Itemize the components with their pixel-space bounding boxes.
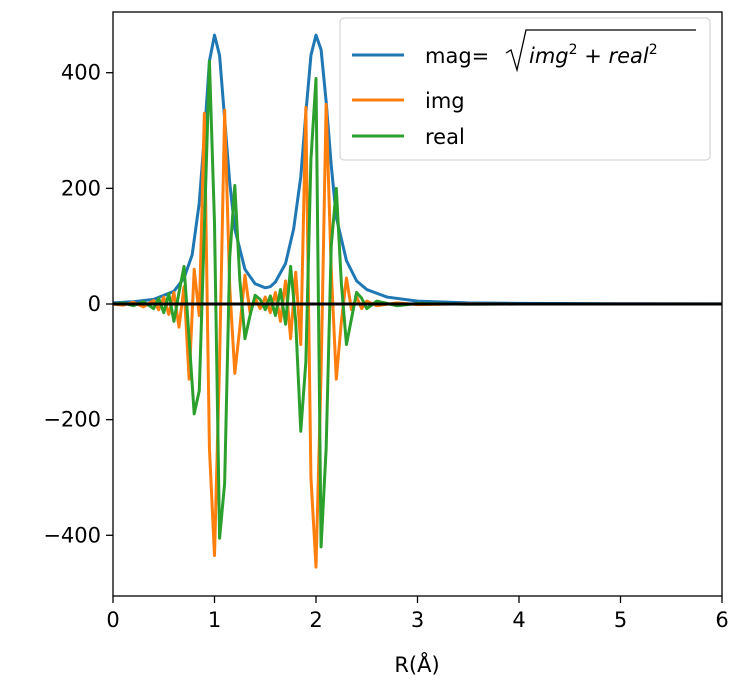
- x-tick-label: 6: [715, 608, 728, 632]
- x-tick-label: 3: [411, 608, 424, 632]
- y-tick-label: −200: [43, 408, 101, 432]
- legend-label-real: real: [425, 125, 465, 149]
- series-img-line: [113, 103, 722, 569]
- y-axis: −400 −200 0 200 400: [43, 61, 113, 547]
- legend: mag= img2 + real2 img real: [339, 17, 711, 161]
- x-tick-label: 0: [106, 608, 119, 632]
- series-mag-line: [113, 33, 722, 306]
- series-real-line: [113, 59, 722, 549]
- x-tick-label: 5: [614, 608, 627, 632]
- plot-area: [113, 33, 722, 569]
- legend-label-mag: mag=: [425, 44, 489, 68]
- y-tick-label: −400: [43, 523, 101, 547]
- y-tick-label: 400: [61, 61, 101, 85]
- x-axis: 0 1 2 3 4 5 6: [106, 596, 729, 632]
- legend-label-img: img: [425, 89, 465, 113]
- x-tick-label: 4: [512, 608, 525, 632]
- y-tick-label: 200: [61, 176, 101, 200]
- legend-frame: [339, 17, 711, 161]
- sqrt-radical-icon: [505, 29, 696, 73]
- y-tick-label: 0: [88, 292, 101, 316]
- x-tick-label: 2: [309, 608, 322, 632]
- legend-mag-radicand: img2 + real2: [529, 42, 658, 68]
- x-tick-label: 1: [208, 608, 221, 632]
- x-axis-label: R(Å): [394, 651, 439, 677]
- legend-mag-prefix: mag=: [425, 44, 489, 68]
